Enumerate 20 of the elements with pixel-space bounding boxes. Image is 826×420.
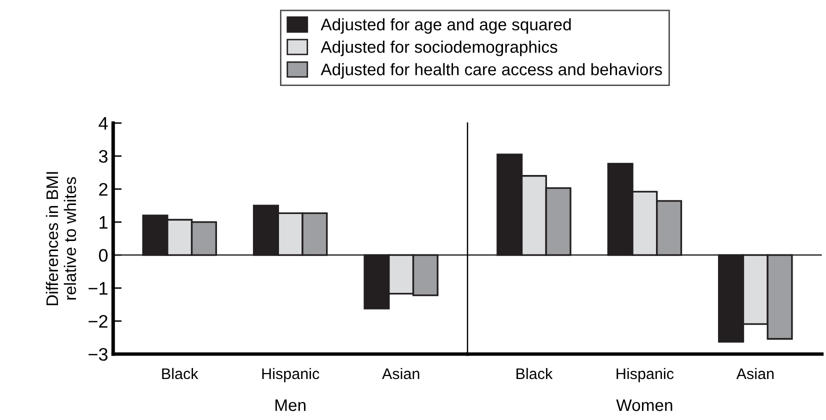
y-tick-label: −1 [88,282,108,295]
y-tick-label: −2 [88,314,108,328]
y-tick-label: 0 [98,248,108,262]
y-tick-label: 4 [98,117,108,130]
legend-label: Adjusted for age and age squared [320,18,571,34]
y-tick-label: 3 [98,150,108,163]
y-axis-title: Differences in BMI relative to whites [46,172,76,306]
legend-label: Adjusted for health care access and behaviors [320,63,662,79]
x-tick-label: Asian [382,368,420,380]
x-axis-title: Women [616,399,672,412]
x-tick-label: Asian [736,368,774,380]
x-tick-label: Black [162,368,198,380]
y-tick-label: 2 [99,182,108,196]
legend-label: Adjusted for sociodemographics [320,40,558,56]
y-tick-label: −3 [88,348,108,361]
x-tick-label: Hispanic [616,368,674,382]
x-tick-label: Black [516,368,553,380]
x-axis-title: Men [275,399,306,412]
y-tick-label: 1 [100,216,108,229]
x-tick-label: Hispanic [262,368,320,382]
